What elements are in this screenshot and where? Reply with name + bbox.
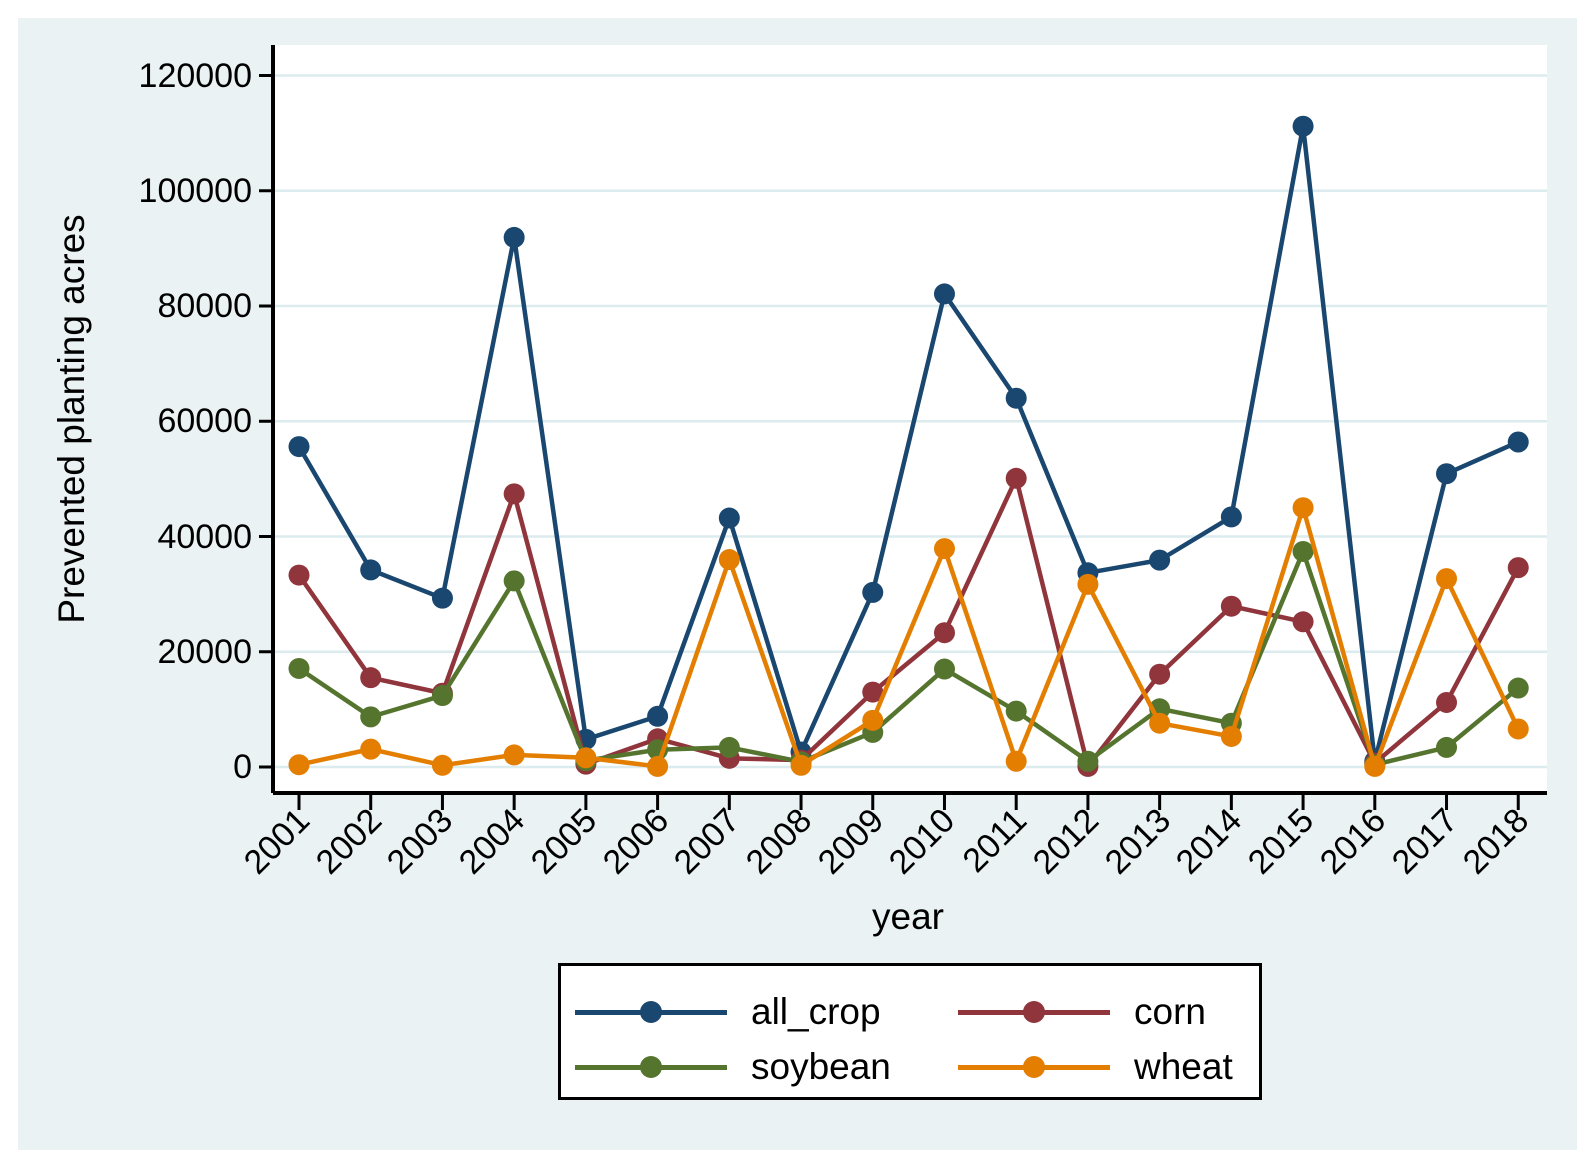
y-tick-label-120000: 120000 — [138, 56, 252, 95]
series-marker-wheat-2008 — [790, 754, 812, 776]
series-marker-all_crop-2002 — [360, 559, 382, 581]
series-marker-wheat-2018 — [1507, 718, 1529, 740]
series-marker-soybean-2002 — [360, 706, 382, 728]
series-marker-corn-2001 — [288, 564, 310, 586]
series-marker-wheat-2001 — [288, 754, 310, 776]
series-marker-corn-2002 — [360, 667, 382, 689]
series-marker-wheat-2009 — [862, 709, 884, 731]
series-marker-corn-2013 — [1149, 663, 1171, 685]
series-marker-corn-2004 — [503, 483, 525, 505]
series-marker-wheat-2005 — [575, 747, 597, 769]
series-marker-wheat-2010 — [933, 538, 955, 560]
series-marker-wheat-2006 — [647, 755, 669, 777]
series-marker-wheat-2004 — [503, 744, 525, 766]
series-marker-soybean-2017 — [1436, 736, 1458, 758]
series-marker-corn-2018 — [1507, 557, 1529, 579]
series-marker-wheat-2012 — [1077, 573, 1099, 595]
series-marker-soybean-2012 — [1077, 750, 1099, 772]
series-marker-all_crop-2011 — [1005, 387, 1027, 409]
legend-label-wheat: wheat — [1134, 1046, 1233, 1087]
legend-entry-corn: corn — [958, 991, 1206, 1032]
series-marker-corn-2015 — [1292, 611, 1314, 633]
series-marker-all_crop-2006 — [647, 705, 669, 727]
series-marker-wheat-2003 — [431, 754, 453, 776]
series-marker-wheat-2013 — [1149, 712, 1171, 734]
series-marker-all_crop-2003 — [431, 587, 453, 609]
legend-swatch-corn — [958, 992, 1110, 1032]
legend-swatch-all_crop — [575, 992, 727, 1032]
series-marker-soybean-2003 — [431, 685, 453, 707]
legend-label-corn: corn — [1134, 991, 1206, 1032]
series-marker-wheat-2015 — [1292, 497, 1314, 519]
series-marker-all_crop-2004 — [503, 226, 525, 248]
series-marker-wheat-2007 — [718, 549, 740, 571]
series-marker-soybean-2015 — [1292, 540, 1314, 562]
series-line-all_crop — [297, 123, 1520, 764]
series-marker-corn-2010 — [933, 622, 955, 644]
series-marker-corn-2014 — [1220, 595, 1242, 617]
series-marker-all_crop-2015 — [1292, 115, 1314, 137]
series-marker-all_crop-2010 — [933, 283, 955, 305]
series-marker-corn-2009 — [862, 681, 884, 703]
legend-dot-icon — [640, 1056, 662, 1078]
series-line-soybean — [297, 549, 1520, 767]
legend-entry-soybean: soybean — [575, 1046, 891, 1087]
legend-label-soybean: soybean — [751, 1046, 891, 1087]
legend-dot-icon — [1023, 1001, 1045, 1023]
y-tick-label-40000: 40000 — [157, 517, 252, 556]
y-axis-title: Prevented planting acres — [51, 214, 92, 624]
series-marker-all_crop-2007 — [718, 507, 740, 529]
legend-label-all_crop: all_crop — [751, 991, 881, 1032]
legend-swatch-wheat — [958, 1047, 1110, 1087]
series-marker-all_crop-2001 — [288, 436, 310, 458]
y-tick-label-80000: 80000 — [157, 287, 252, 325]
plot-background — [273, 45, 1547, 793]
y-tick-label-0: 0 — [233, 748, 252, 786]
legend-entry-all_crop: all_crop — [575, 991, 881, 1032]
legend-dot-icon — [1023, 1056, 1045, 1078]
series-marker-soybean-2018 — [1507, 677, 1529, 699]
series-marker-soybean-2011 — [1005, 700, 1027, 722]
series-marker-wheat-2014 — [1220, 725, 1242, 747]
legend-entry-wheat: wheat — [958, 1046, 1233, 1087]
series-marker-all_crop-2018 — [1507, 431, 1529, 453]
x-axis-title: year — [872, 896, 944, 937]
series-marker-all_crop-2014 — [1220, 506, 1242, 528]
series-marker-soybean-2001 — [288, 657, 310, 679]
series-marker-wheat-2017 — [1436, 568, 1458, 590]
series-marker-all_crop-2017 — [1436, 463, 1458, 485]
legend-swatch-soybean — [575, 1047, 727, 1087]
series-marker-soybean-2010 — [933, 658, 955, 680]
y-tick-label-60000: 60000 — [157, 402, 252, 441]
series-marker-wheat-2002 — [360, 738, 382, 760]
series-marker-soybean-2007 — [718, 736, 740, 758]
series-marker-all_crop-2013 — [1149, 549, 1171, 571]
legend-dot-icon — [640, 1001, 662, 1023]
y-tick-label-20000: 20000 — [157, 632, 252, 671]
y-tick-label-100000: 100000 — [138, 171, 252, 210]
series-marker-corn-2017 — [1436, 691, 1458, 713]
series-line-wheat — [298, 505, 1521, 769]
series-line-corn — [297, 476, 1521, 769]
series-marker-all_crop-2009 — [862, 581, 884, 603]
series-marker-wheat-2016 — [1364, 755, 1386, 777]
series-marker-corn-2011 — [1005, 467, 1027, 489]
legend: all_crop corn soybean wheat — [558, 963, 1262, 1100]
series-marker-soybean-2004 — [503, 570, 525, 592]
series-marker-wheat-2011 — [1005, 750, 1027, 772]
